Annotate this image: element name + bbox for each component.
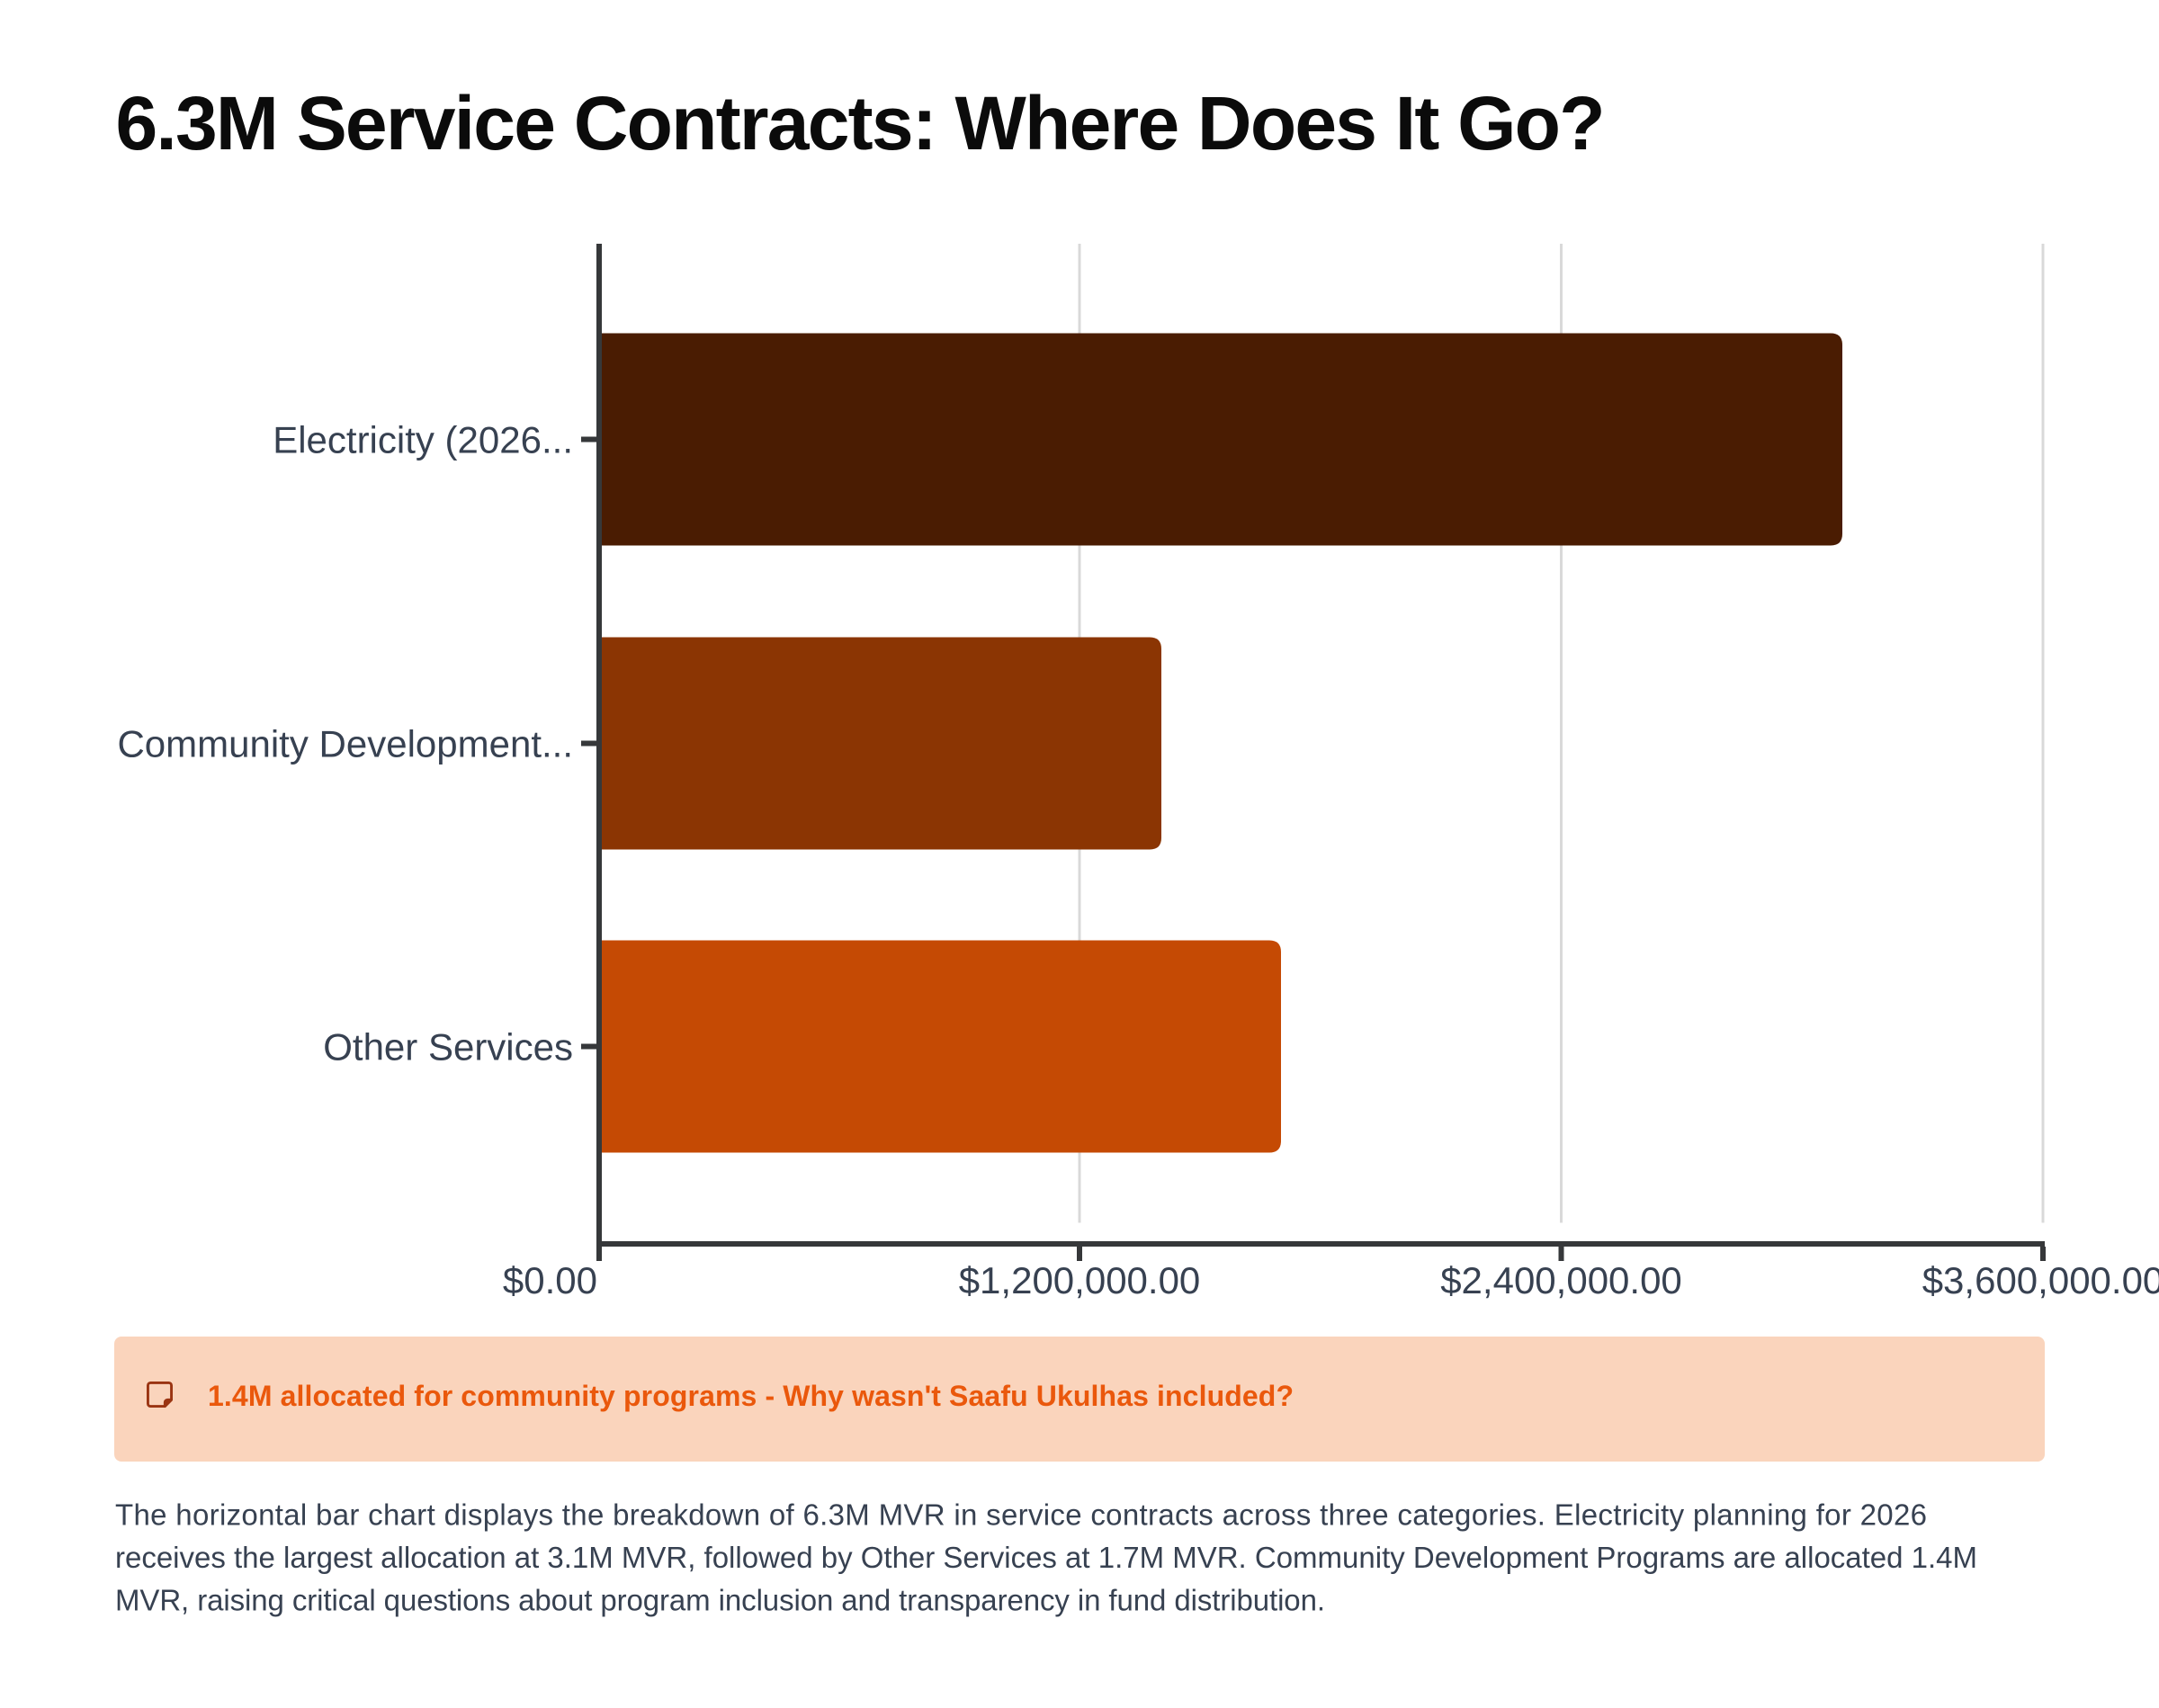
svg-text:1.4M allocated for community p: 1.4M allocated for community programs - … — [208, 1380, 1294, 1412]
svg-text:Electricity (2026...: Electricity (2026... — [273, 419, 573, 461]
svg-text:Community Development...: Community Development... — [117, 723, 573, 765]
svg-text:$2,400,000.00: $2,400,000.00 — [1440, 1259, 1682, 1301]
svg-text:MVR, raising critical question: MVR, raising critical questions about pr… — [115, 1584, 1325, 1617]
svg-text:receives the largest allocatio: receives the largest allocation at 3.1M … — [115, 1541, 1977, 1574]
svg-text:6.3M Service Contracts: Where: 6.3M Service Contracts: Where Does It Go… — [116, 81, 1606, 165]
svg-text:$3,600,000.00: $3,600,000.00 — [1922, 1259, 2159, 1301]
svg-text:The horizontal bar chart displ: The horizontal bar chart displays the br… — [115, 1498, 1927, 1532]
svg-text:Other Services: Other Services — [323, 1026, 573, 1069]
svg-text:$0.00: $0.00 — [503, 1259, 597, 1301]
svg-text:$1,200,000.00: $1,200,000.00 — [959, 1259, 1201, 1301]
